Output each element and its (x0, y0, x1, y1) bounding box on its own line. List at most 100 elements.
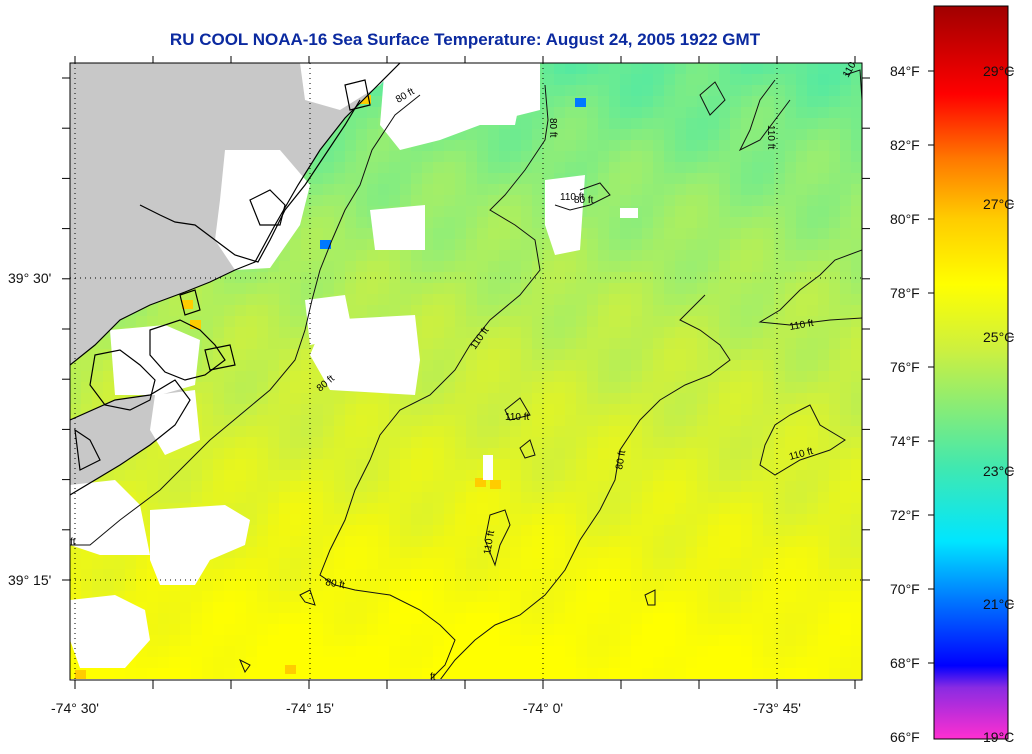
sst-cell (400, 426, 412, 438)
sst-cell (686, 580, 698, 592)
sst-cell (785, 63, 797, 75)
sst-cell (466, 503, 478, 515)
sst-cell (642, 195, 654, 207)
sst-cell (521, 657, 533, 669)
sst-cell (708, 250, 720, 262)
sst-cell (488, 602, 500, 614)
sst-cell (510, 261, 522, 273)
sst-cell (499, 492, 511, 504)
sst-cell (488, 162, 500, 174)
sst-cell (334, 602, 346, 614)
sst-cell (103, 360, 115, 372)
sst-cell (422, 338, 434, 350)
sst-cell (301, 624, 313, 636)
sst-cell (444, 217, 456, 229)
sst-cell (224, 470, 236, 482)
sst-cell (422, 382, 434, 394)
sst-cell (158, 646, 170, 658)
sst-cell (477, 305, 489, 317)
sst-cell (631, 437, 643, 449)
sst-cell (521, 184, 533, 196)
sst-cell (741, 371, 753, 383)
sst-cell (576, 514, 588, 526)
sst-cell (246, 349, 258, 361)
sst-cell (554, 63, 566, 75)
sst-cell (653, 217, 665, 229)
sst-cell (378, 283, 390, 295)
sst-cell (213, 679, 225, 691)
sst-cell (851, 228, 862, 240)
sst-cell (257, 316, 269, 328)
sst-cell (554, 514, 566, 526)
sst-cell (796, 536, 808, 548)
sst-cell (257, 635, 269, 647)
sst-cell (202, 360, 214, 372)
sst-cell (356, 140, 368, 152)
sst-cell (521, 239, 533, 251)
sst-cell (433, 613, 445, 625)
sst-cell (664, 217, 676, 229)
sst-cell (466, 272, 478, 284)
sst-cell (642, 393, 654, 405)
sst-cell (235, 360, 247, 372)
sst-cell (213, 492, 225, 504)
sst-cell (741, 569, 753, 581)
sst-cell (345, 206, 357, 218)
sst-cell (675, 96, 687, 108)
sst-cell (796, 635, 808, 647)
sst-cell (774, 85, 786, 97)
sst-cell (312, 481, 324, 493)
sst-cell (554, 536, 566, 548)
sst-cell (477, 415, 489, 427)
sst-cell (356, 591, 368, 603)
sst-cell (642, 679, 654, 691)
sst-cell (686, 514, 698, 526)
sst-cell (653, 668, 665, 679)
sst-cell (653, 184, 665, 196)
sst-cell (796, 195, 808, 207)
sst-cell (697, 437, 709, 449)
sst-cell (279, 272, 291, 284)
sst-cell (807, 349, 819, 361)
sst-cell (477, 624, 489, 636)
sst-cell (719, 547, 731, 559)
sst-cell (521, 679, 533, 691)
sst-cell (851, 426, 862, 438)
sst-cell (741, 107, 753, 119)
sst-cell (587, 206, 599, 218)
sst-cell (840, 602, 852, 614)
sst-cell (785, 327, 797, 339)
sst-cell (466, 646, 478, 658)
sst-cell (576, 151, 588, 163)
sst-cell (829, 327, 841, 339)
sst-cell (345, 558, 357, 570)
sst-cell (532, 382, 544, 394)
sst-cell (587, 591, 599, 603)
sst-cell (708, 217, 720, 229)
sst-cell (400, 536, 412, 548)
sst-cell (818, 349, 830, 361)
sst-cell (334, 536, 346, 548)
sst-cell (345, 547, 357, 559)
sst-cell (422, 327, 434, 339)
sst-cell (466, 294, 478, 306)
sst-cell (389, 250, 401, 262)
sst-cell (213, 371, 225, 383)
sst-cell (488, 184, 500, 196)
sst-cell (158, 492, 170, 504)
sst-cell (257, 657, 269, 669)
sst-cell (840, 151, 852, 163)
sst-cell (620, 162, 632, 174)
sst-cell (356, 239, 368, 251)
sst-cell (543, 63, 555, 75)
sst-cell (114, 316, 126, 328)
sst-cell (180, 613, 192, 625)
sst-cell (642, 316, 654, 328)
sst-cell (840, 96, 852, 108)
sst-cell (433, 206, 445, 218)
sst-cell (642, 239, 654, 251)
sst-cell (323, 261, 335, 273)
sst-cell (719, 613, 731, 625)
sst-cell (433, 404, 445, 416)
sst-cell (620, 349, 632, 361)
